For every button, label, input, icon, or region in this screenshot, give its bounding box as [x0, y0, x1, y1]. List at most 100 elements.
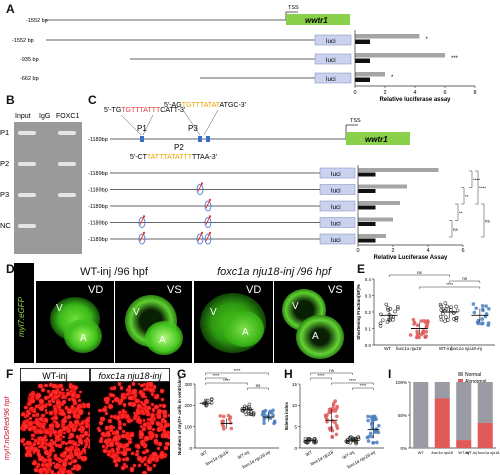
cardiomyocyte-nucleus — [70, 460, 74, 463]
cardiomyocyte-nucleus — [26, 410, 30, 414]
y-tick-label: 50% — [398, 413, 407, 418]
cardiomyocyte-nucleus — [47, 462, 53, 467]
cardiomyocyte-nucleus — [67, 414, 72, 420]
cardiomyocyte-nucleus — [154, 434, 158, 438]
significance-mark: **** — [446, 282, 453, 287]
luci-box — [319, 167, 356, 179]
cardiomyocyte-nucleus — [146, 465, 150, 469]
data-point — [422, 318, 426, 323]
cardiomyocyte-nucleus — [126, 448, 129, 451]
cardiomyocyte-nucleus — [104, 400, 109, 405]
cardiomyocyte-nucleus — [122, 451, 127, 456]
cardiomyocyte-nucleus — [107, 449, 112, 455]
cardiomyocyte-nucleus — [52, 473, 57, 474]
cardiomyocyte-nucleus — [121, 429, 125, 433]
cardiomyocyte-nucleus — [112, 450, 116, 453]
cardiomyocyte-nucleus — [120, 451, 123, 455]
data-point — [348, 440, 353, 445]
significance-bracket — [310, 377, 332, 380]
significance-mark: ** — [465, 194, 469, 199]
cardiomyocyte-nucleus — [116, 457, 121, 462]
significance-bracket — [247, 387, 269, 390]
cardiomyocyte-nucleus — [71, 405, 74, 409]
data-point — [408, 333, 413, 337]
cardiomyocyte-nucleus — [142, 419, 146, 423]
cardiomyocyte-nucleus — [136, 399, 140, 403]
mutation-dot — [200, 182, 204, 185]
cardiomyocyte-nucleus — [119, 386, 124, 391]
significance-mark: ns — [417, 270, 423, 275]
cardiomyocyte-nucleus — [150, 434, 154, 439]
cardiomyocyte-nucleus — [54, 413, 57, 417]
cardiomyocyte-nucleus — [21, 438, 25, 441]
cardiomyocyte-nucleus — [109, 414, 113, 419]
cardiomyocyte-nucleus — [107, 404, 113, 410]
mutation-dot — [200, 231, 204, 235]
cardiomyocyte-nucleus — [62, 461, 67, 467]
cardiomyocyte-nucleus — [55, 458, 59, 462]
header-foxc1a-inj-f: foxc1a nju18-inj — [90, 368, 170, 382]
data-point — [439, 304, 443, 309]
cardiomyocyte-nucleus — [30, 398, 35, 404]
cardiomyocyte-nucleus — [49, 448, 53, 453]
mutation-dot — [208, 215, 212, 218]
cardiomyocyte-nucleus — [35, 418, 40, 423]
cardiomyocyte-nucleus — [60, 395, 65, 400]
panel-label-g: G — [177, 367, 187, 381]
data-point — [334, 432, 339, 437]
cardiomyocyte-nucleus — [57, 465, 62, 470]
cardiomyocyte-nucleus — [133, 411, 136, 415]
cardiomyocyte-nucleus — [58, 383, 63, 388]
cardiomyocyte-nucleus — [41, 421, 47, 427]
construct-start-label: -1189bp — [88, 237, 108, 243]
data-point — [371, 441, 375, 445]
data-point — [424, 329, 429, 334]
mutated-site — [204, 233, 212, 245]
cardiomyocyte-nucleus — [132, 393, 138, 398]
control-bar — [358, 172, 376, 177]
panel-label-h: H — [284, 367, 293, 381]
cardiomyocyte-nucleus — [82, 456, 87, 461]
luci-box — [314, 34, 352, 46]
data-point — [369, 415, 373, 419]
cardiomyocyte-nucleus — [144, 399, 150, 404]
significance-bracket — [205, 377, 227, 380]
cardiomyocyte-nucleus — [140, 424, 144, 428]
cardiomyocyte-nucleus — [144, 408, 150, 413]
cardiomyocyte-nucleus — [111, 447, 115, 451]
cardiomyocyte-nucleus — [44, 462, 49, 468]
cardiomyocyte-nucleus — [26, 419, 29, 422]
cardiomyocyte-nucleus — [146, 422, 152, 427]
data-point — [449, 305, 453, 309]
significance-mark: **** — [349, 378, 356, 383]
cardiomyocyte-nucleus — [28, 427, 33, 432]
gel-band — [58, 162, 76, 166]
cardiomyocyte-nucleus — [68, 461, 72, 466]
cardiomyocyte-nucleus — [47, 451, 52, 456]
cardiomyocyte-nucleus — [77, 436, 83, 442]
cardiomyocyte-nucleus — [54, 395, 59, 400]
cardiomyocyte-nucleus — [156, 427, 162, 432]
mutated-site — [204, 217, 212, 228]
cardiomyocyte-nucleus — [152, 385, 157, 389]
cardiomyocyte-nucleus — [72, 397, 77, 403]
cardiomyocyte-nucleus — [164, 446, 168, 450]
significance-mark: **** — [317, 373, 324, 378]
cardiomyocyte-nucleus — [71, 445, 75, 449]
cardiomyocyte-nucleus — [55, 422, 60, 428]
gel-row-label: NC — [0, 221, 11, 230]
cardiomyocyte-nucleus — [69, 472, 74, 474]
wwtr1-gene-box-c — [346, 132, 410, 145]
significance-mark: ** — [459, 210, 463, 215]
cardiomyocyte-nucleus — [34, 430, 38, 434]
construct-start-label: -662 bp — [20, 76, 39, 82]
cardiomyocyte-nucleus — [140, 440, 145, 446]
cardiomyocyte-nucleus — [64, 416, 68, 420]
data-point — [439, 308, 444, 312]
cardiomyocyte-nucleus — [110, 454, 115, 459]
cardiomyocyte-nucleus — [66, 447, 71, 452]
y-tick-label: 0% — [400, 446, 407, 451]
data-point — [443, 319, 447, 324]
cardiomyocyte-nucleus — [45, 470, 49, 474]
cardiomyocyte-nucleus — [66, 470, 72, 474]
